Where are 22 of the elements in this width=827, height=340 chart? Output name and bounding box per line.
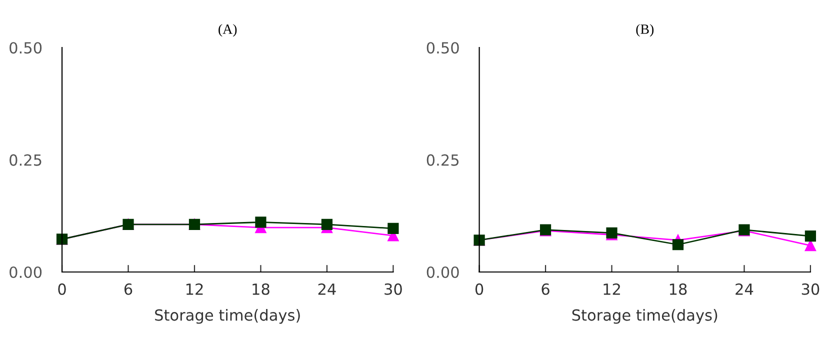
x-tick-label: 0 bbox=[475, 283, 484, 295]
x-tick-label: 18 bbox=[252, 283, 270, 295]
x-axis-title: Storage time(days) bbox=[572, 309, 718, 324]
x-tick-label: 0 bbox=[58, 283, 66, 295]
y-tick-label: 0.00 bbox=[426, 266, 459, 278]
y-tick-label: 0.25 bbox=[426, 154, 459, 166]
x-axis-title: Storage time(days) bbox=[155, 309, 300, 324]
x-tick-label: 30 bbox=[384, 283, 402, 295]
y-tick-label: 0.25 bbox=[10, 154, 42, 166]
y-tick-label: 0.00 bbox=[10, 266, 42, 278]
x-tick-label: 12 bbox=[186, 283, 203, 295]
x-tick-label: 18 bbox=[670, 283, 687, 295]
chart-title: (B) bbox=[636, 24, 654, 37]
x-tick-label: 6 bbox=[124, 283, 132, 295]
chart-title: (A) bbox=[218, 24, 237, 37]
y-tick-label: 0.50 bbox=[426, 42, 459, 54]
x-tick-label: 24 bbox=[318, 283, 336, 295]
x-tick-label: 12 bbox=[604, 283, 620, 295]
x-tick-label: 24 bbox=[736, 283, 754, 295]
x-tick-label: 6 bbox=[542, 283, 550, 295]
y-tick-label: 0.50 bbox=[10, 42, 42, 54]
x-tick-label: 30 bbox=[802, 283, 820, 295]
